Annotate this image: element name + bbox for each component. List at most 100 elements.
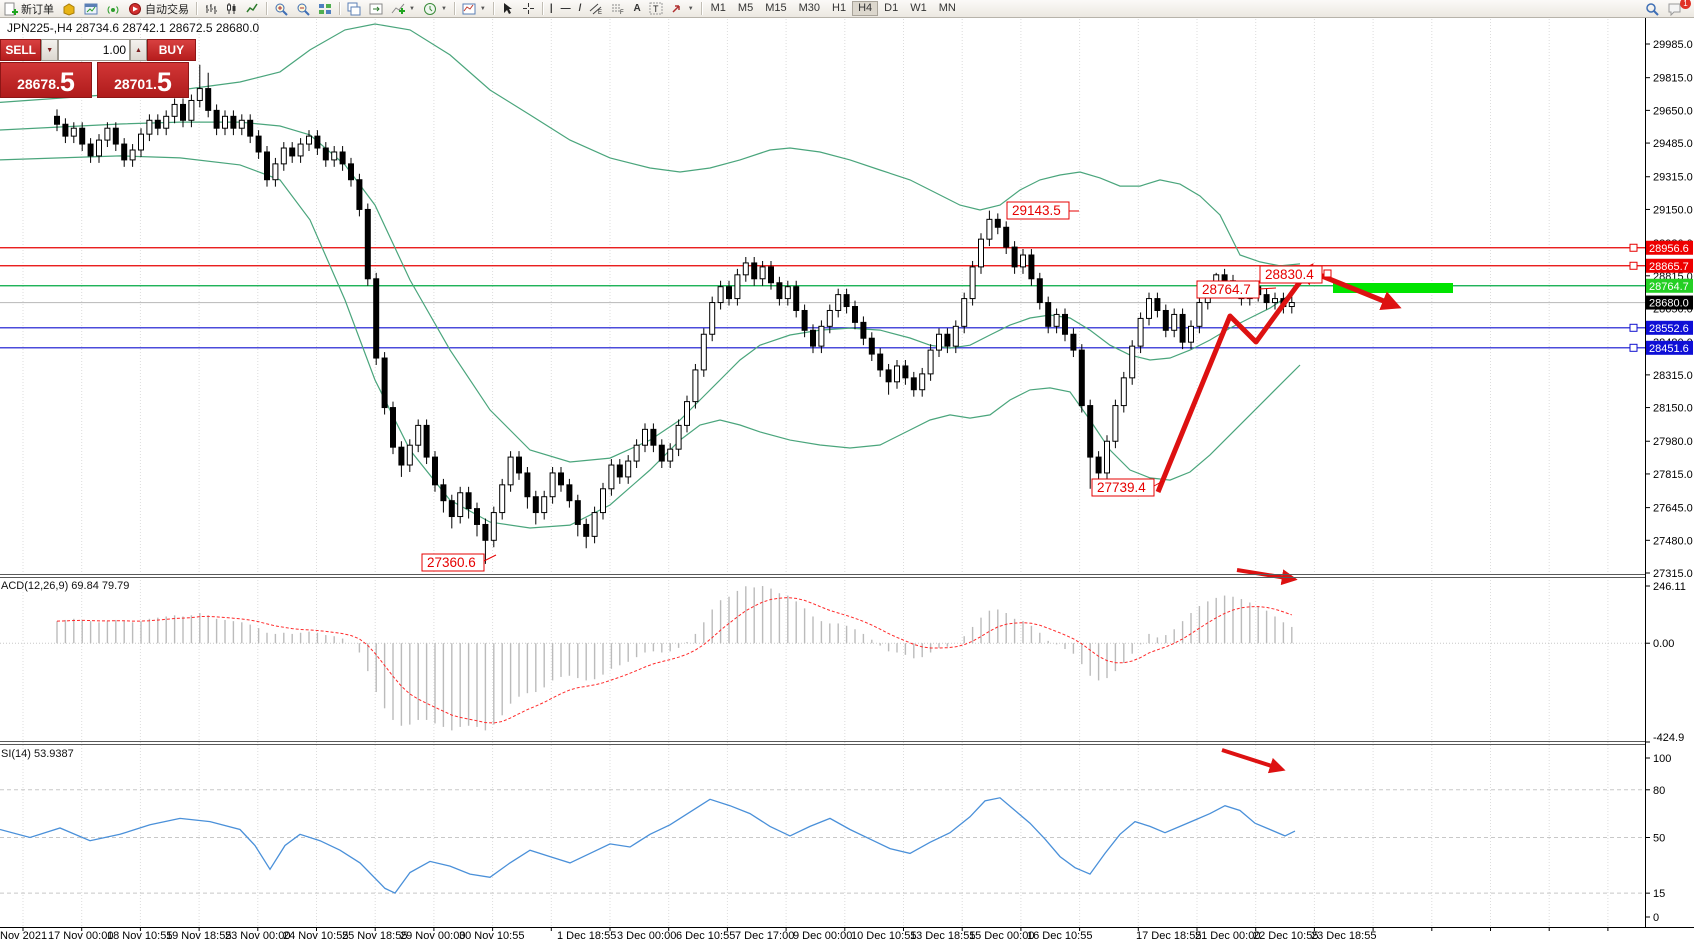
- price-tag: [1646, 240, 1693, 255]
- candle: [927, 349, 934, 375]
- svg-text:23 Dec 18:55: 23 Dec 18:55: [1311, 930, 1376, 941]
- candle: [188, 99, 195, 121]
- tab-timeframe-m30[interactable]: M30: [798, 2, 821, 14]
- svg-text:28451.6: 28451.6: [1649, 343, 1689, 355]
- new-chart-button[interactable]: [80, 1, 102, 16]
- candle: [280, 147, 287, 165]
- bar-chart-type-button[interactable]: [200, 1, 221, 16]
- volume-increase-button[interactable]: ▲: [130, 39, 147, 61]
- trend-arrow[interactable]: [1311, 269, 1402, 311]
- tab-timeframe-m15[interactable]: M15: [765, 2, 787, 14]
- panel-separators[interactable]: [0, 17, 1694, 928]
- svg-text:24 Nov 10:55: 24 Nov 10:55: [283, 930, 348, 941]
- svg-text:29315.0: 29315.0: [1653, 172, 1693, 184]
- horizontal-line-tool-button[interactable]: —: [557, 1, 575, 16]
- buy-button[interactable]: BUY: [146, 39, 197, 61]
- candle: [465, 492, 472, 510]
- candle-chart-type-button[interactable]: [221, 1, 242, 16]
- highlight-zone[interactable]: [1333, 283, 1453, 293]
- candle: [902, 365, 909, 379]
- svg-text:28830.4: 28830.4: [1265, 267, 1314, 282]
- indicator-plus-icon: [391, 3, 405, 14]
- candle: [793, 286, 800, 311]
- candle: [171, 103, 178, 117]
- svg-text:28764.7: 28764.7: [1202, 282, 1251, 297]
- candle: [1003, 226, 1010, 248]
- macd-signal-line: [56, 597, 1292, 724]
- add-indicator-button[interactable]: ▼: [387, 1, 419, 16]
- trendline-tool-button[interactable]: /: [575, 1, 586, 16]
- candle: [96, 139, 102, 157]
- volume-decrease-button[interactable]: ▼: [41, 39, 59, 61]
- vertical-line-icon: |: [549, 3, 553, 14]
- candle: [885, 369, 892, 383]
- cascade-windows-icon: [347, 2, 361, 15]
- tile-windows-button[interactable]: [314, 1, 336, 16]
- crosshair-tool-button[interactable]: [518, 1, 539, 16]
- text-tool-button[interactable]: A: [629, 1, 644, 16]
- chat-button[interactable]: 1: [1663, 0, 1691, 16]
- svg-text:25 Nov 18:55: 25 Nov 18:55: [342, 930, 407, 941]
- tab-timeframe-h1[interactable]: H1: [832, 2, 847, 14]
- tab-timeframe-m1[interactable]: M1: [710, 2, 726, 14]
- trend-arrow[interactable]: [1221, 748, 1286, 774]
- arrange-windows-button[interactable]: [343, 1, 365, 16]
- candle: [448, 500, 455, 518]
- fibonacci-icon: F: [612, 4, 624, 15]
- sell-price-button[interactable]: 28678. 5: [0, 62, 92, 98]
- toolbar-separator: [453, 2, 455, 15]
- chart-symbol-title: JPN225-,H4 28734.6 28742.1 28672.5 28680…: [7, 21, 260, 35]
- candle: [390, 407, 396, 448]
- candle: [700, 333, 707, 371]
- arrows-tool-button[interactable]: ▼: [667, 1, 698, 16]
- templates-button[interactable]: ▼: [458, 1, 490, 16]
- candle: [961, 298, 968, 327]
- candle: [616, 464, 623, 478]
- cursor-tool-button[interactable]: [497, 1, 518, 16]
- svg-text:F: F: [620, 10, 624, 15]
- candle: [675, 424, 682, 450]
- candle: [264, 151, 270, 181]
- tab-timeframe-mn[interactable]: MN: [938, 2, 956, 14]
- zoom-in-button[interactable]: [270, 1, 292, 16]
- new-order-button[interactable]: 新订单: [0, 1, 58, 16]
- signal-button[interactable]: [102, 1, 124, 16]
- candle: [852, 306, 858, 323]
- candle: [642, 428, 648, 446]
- svg-text:10 Dec 10:55: 10 Dec 10:55: [851, 930, 916, 941]
- candle: [919, 373, 926, 391]
- dropdown-caret-icon: ▼: [479, 5, 486, 12]
- vertical-line-tool-button[interactable]: |: [546, 1, 557, 16]
- line-chart-type-button[interactable]: [242, 1, 263, 16]
- candle: [373, 278, 380, 359]
- channel-tool-button[interactable]: E: [585, 1, 607, 16]
- candle: [1171, 313, 1178, 331]
- fibonacci-tool-button[interactable]: F: [607, 1, 629, 16]
- svg-text:28315.0: 28315.0: [1653, 370, 1693, 382]
- candle: [1104, 440, 1110, 474]
- zoom-out-button[interactable]: [292, 1, 314, 16]
- label-tool-button[interactable]: T: [645, 1, 667, 16]
- svg-text:15: 15: [1653, 888, 1665, 900]
- buy-price-button[interactable]: 28701. 5: [97, 62, 189, 98]
- search-button[interactable]: [1641, 1, 1663, 16]
- svg-text:0: 0: [1653, 912, 1659, 924]
- period-button[interactable]: ▼: [419, 1, 451, 16]
- tab-timeframe-w1[interactable]: W1: [910, 2, 927, 14]
- price-callouts[interactable]: 29143.5 28830.4 28764.7 27739.4 27360.6: [421, 201, 1332, 572]
- candle: [583, 523, 590, 537]
- deposit-button[interactable]: [58, 1, 80, 16]
- chart-shift-button[interactable]: [365, 1, 387, 16]
- sell-button[interactable]: SELL: [0, 39, 42, 61]
- autotrade-button[interactable]: 自动交易: [124, 1, 193, 16]
- tab-timeframe-m5[interactable]: M5: [737, 2, 754, 14]
- candle: [1036, 278, 1043, 304]
- volume-input[interactable]: [58, 39, 131, 61]
- tab-timeframe-h4[interactable]: H4: [852, 1, 879, 16]
- rsi-panel: 100 80 50 15 0: [0, 753, 1671, 924]
- candle: [104, 127, 111, 141]
- tab-timeframe-d1[interactable]: D1: [884, 2, 899, 14]
- trend-arrow[interactable]: [1155, 263, 1314, 493]
- svg-text:29985.0: 29985.0: [1653, 39, 1693, 51]
